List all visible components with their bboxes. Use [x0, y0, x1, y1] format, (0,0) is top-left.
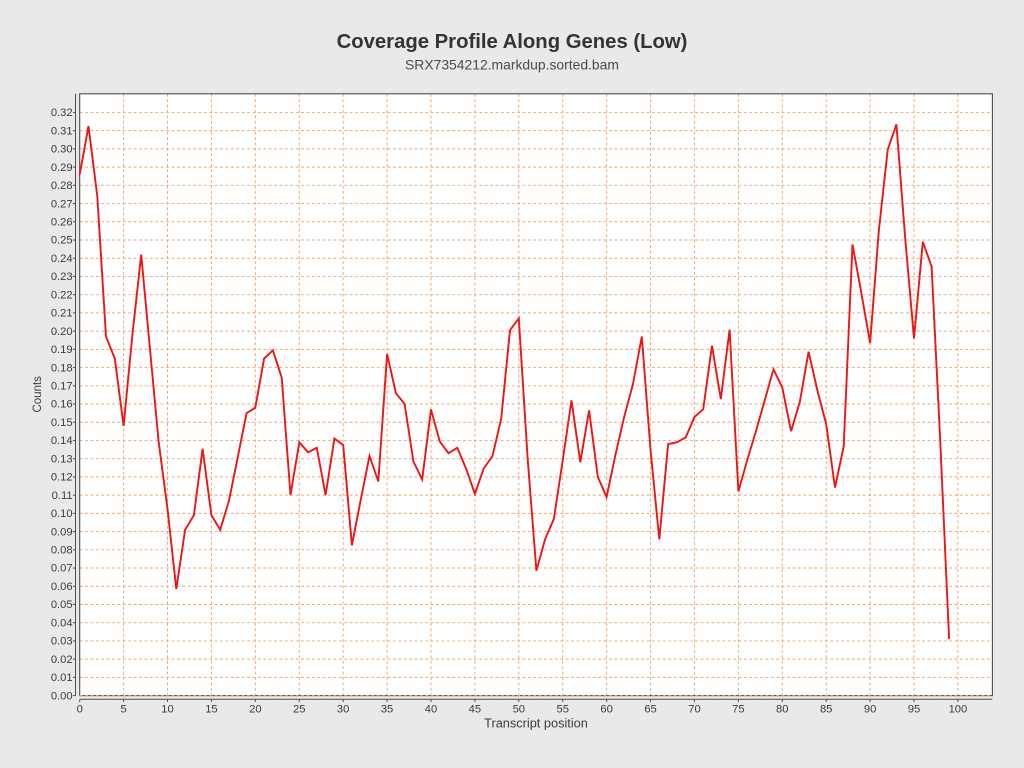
svg-text:0.30: 0.30 [51, 144, 73, 156]
svg-text:0.01: 0.01 [51, 672, 73, 684]
svg-text:30: 30 [337, 704, 349, 716]
svg-text:0.21: 0.21 [51, 308, 73, 320]
svg-text:0.18: 0.18 [51, 362, 73, 374]
svg-text:0.24: 0.24 [51, 253, 73, 265]
svg-text:Transcript position: Transcript position [484, 716, 588, 731]
svg-text:10: 10 [161, 704, 173, 716]
svg-text:0.26: 0.26 [51, 216, 73, 228]
svg-text:0.07: 0.07 [51, 563, 73, 575]
svg-text:0.13: 0.13 [51, 453, 73, 465]
svg-text:5: 5 [120, 704, 126, 716]
svg-text:0.29: 0.29 [51, 162, 73, 174]
svg-text:0.31: 0.31 [51, 125, 73, 137]
svg-text:0.10: 0.10 [51, 508, 73, 520]
svg-text:65: 65 [644, 704, 656, 716]
svg-text:40: 40 [425, 704, 437, 716]
svg-text:0.27: 0.27 [51, 198, 73, 210]
svg-text:0.28: 0.28 [51, 180, 73, 192]
svg-text:0.17: 0.17 [51, 380, 73, 392]
svg-text:0.14: 0.14 [51, 435, 73, 447]
svg-text:55: 55 [556, 704, 568, 716]
svg-text:0.25: 0.25 [51, 235, 73, 247]
svg-text:0.05: 0.05 [51, 599, 73, 611]
svg-text:0.08: 0.08 [51, 545, 73, 557]
svg-text:60: 60 [600, 704, 612, 716]
svg-text:90: 90 [864, 704, 876, 716]
svg-text:0.20: 0.20 [51, 326, 73, 338]
svg-text:0.11: 0.11 [52, 490, 73, 502]
svg-text:50: 50 [513, 704, 525, 716]
svg-text:45: 45 [469, 704, 481, 716]
svg-text:0.23: 0.23 [51, 271, 73, 283]
svg-text:20: 20 [249, 704, 261, 716]
svg-text:80: 80 [776, 704, 788, 716]
svg-text:0: 0 [77, 704, 83, 716]
svg-text:0.19: 0.19 [51, 344, 73, 356]
svg-text:85: 85 [820, 704, 832, 716]
svg-text:0.06: 0.06 [51, 581, 73, 593]
svg-text:SRX7354212.markdup.sorted.bam: SRX7354212.markdup.sorted.bam [405, 57, 619, 73]
svg-text:0.03: 0.03 [51, 636, 73, 648]
svg-text:70: 70 [688, 704, 700, 716]
svg-text:0.00: 0.00 [51, 690, 73, 702]
svg-text:Coverage Profile Along Genes (: Coverage Profile Along Genes (Low) [337, 31, 688, 53]
svg-text:0.09: 0.09 [51, 526, 73, 538]
svg-text:0.12: 0.12 [51, 472, 73, 484]
svg-text:0.04: 0.04 [51, 617, 73, 629]
svg-text:15: 15 [205, 704, 217, 716]
svg-text:Counts: Counts [32, 376, 44, 413]
svg-text:95: 95 [908, 704, 920, 716]
svg-text:0.16: 0.16 [51, 399, 73, 411]
svg-text:75: 75 [732, 704, 744, 716]
svg-text:0.02: 0.02 [51, 654, 73, 666]
svg-text:0.15: 0.15 [51, 417, 73, 429]
svg-text:35: 35 [381, 704, 393, 716]
svg-text:25: 25 [293, 704, 305, 716]
svg-text:100: 100 [949, 704, 968, 716]
svg-text:0.32: 0.32 [51, 107, 73, 119]
svg-text:0.22: 0.22 [51, 289, 73, 301]
